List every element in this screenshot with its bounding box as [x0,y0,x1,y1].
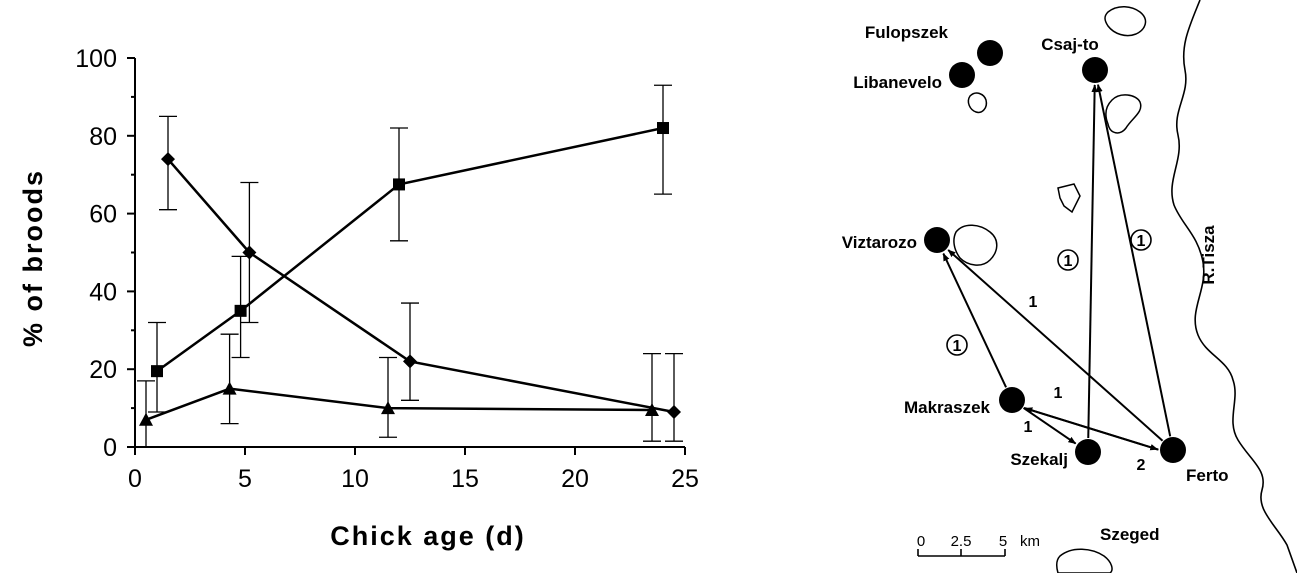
y-tick-label-40: 40 [89,278,117,306]
site-label-szekalj: Szekalj [1010,450,1068,469]
site-label-libanevelo: Libanevelo [853,73,942,92]
site-szekalj-marker [1075,439,1101,465]
point-diamond-2 [403,354,417,369]
site-label-viztarozo: Viztarozo [842,233,917,252]
chart-axes: 0 20 40 60 80 100 0 5 10 15 20 25 [75,45,699,493]
count-label-makraszek-szekalj: 1 [1024,419,1033,436]
scale-tick-5: 5 [999,533,1007,550]
series-triangle [137,333,661,448]
x-tick-label-20: 20 [561,465,589,493]
y-tick-label-80: 80 [89,123,117,151]
river-tisza-bank [1171,0,1297,573]
x-tick-label-0: 0 [128,465,142,493]
city-label: Szeged [1100,525,1160,544]
river-label: R.Tisza [1199,225,1218,285]
y-tick-label-100: 100 [75,45,117,73]
point-triangle-2 [381,401,395,415]
scale-bar: 0 2.5 5 km [917,533,1040,557]
lake-east [1105,94,1142,134]
y-tick-label-60: 60 [89,201,117,229]
series-line-diamond [167,158,675,414]
site-libanevelo-marker [949,62,975,88]
point-triangle-0 [139,412,153,426]
series-square [148,84,672,413]
chart-series [137,84,683,448]
site-makraszek-marker [999,387,1025,413]
point-triangle-1 [222,381,237,395]
svg-text:1: 1 [953,338,962,355]
y-tick-label-20: 20 [89,356,117,384]
point-square-3 [657,122,669,135]
point-square-1 [234,304,247,317]
site-viztarozo-marker [924,227,950,253]
site-label-fulopszek: Fulopszek [865,23,949,42]
site-fulopszek-marker [977,40,1003,66]
point-square-2 [393,178,405,191]
x-axis-label: Chick age (d) [330,521,526,551]
arrow-makraszek-to-viztarozo [942,252,1007,388]
count-label-makraszek-viztarozo: 1 [946,334,968,356]
site-label-makraszek: Makraszek [904,398,991,417]
lake-libanevelo [967,92,988,114]
series-line-square [156,126,664,373]
arrow-ferto-to-csaj-to [1096,83,1172,437]
x-tick-label-25: 25 [671,465,699,493]
scale-unit: km [1020,533,1040,550]
y-axis-label: % of broods [18,169,48,347]
site-label-ferto: Ferto [1186,466,1229,485]
count-label-ferto-csaj: 1 [1130,229,1152,251]
count-label-ferto-makraszek: 1 [1054,385,1063,402]
x-tick-label-10: 10 [341,465,369,493]
x-tick-label-5: 5 [238,465,252,493]
x-tick-label-15: 15 [451,465,479,493]
scale-tick-0: 0 [917,533,925,550]
arrow-ferto-to-viztarozo [947,249,1164,442]
site-label-csaj-to: Csaj-to [1041,35,1099,54]
scale-tick-2-5: 2.5 [951,533,972,550]
site-csaj-to-marker [1082,57,1108,83]
count-label-ferto-viztarozo: 1 [1029,294,1038,311]
arrow-szekalj-to-csaj-to [1087,84,1098,439]
y-tick-label-0: 0 [103,434,117,462]
arrow-makraszek-to-ferto [1023,407,1159,451]
lake-viztarozo [953,224,998,266]
point-triangle-3 [645,403,659,417]
point-diamond-3 [667,404,681,419]
count-label-szekalj-csaj: 1 [1057,249,1079,271]
lake-mid [1057,183,1081,214]
count-label-makraszek-ferto: 2 [1137,457,1146,474]
arrow-makraszek-to-szekalj [1022,407,1077,445]
movement-arrows [942,83,1172,451]
point-square-0 [151,365,163,378]
lake-csaj-to [1104,6,1147,37]
arrow-ferto-to-makraszek [1024,407,1159,451]
svg-text:1: 1 [1064,253,1073,270]
site-ferto-marker [1160,437,1186,463]
svg-text:1: 1 [1137,233,1146,250]
series-diamond [159,115,683,442]
lake-szeged [1055,548,1113,573]
series-line-triangle [145,387,653,421]
line-chart: 0 20 40 60 80 100 0 5 10 15 20 25 Chick age (d) % o… [18,45,699,551]
point-diamond-0 [161,152,175,167]
